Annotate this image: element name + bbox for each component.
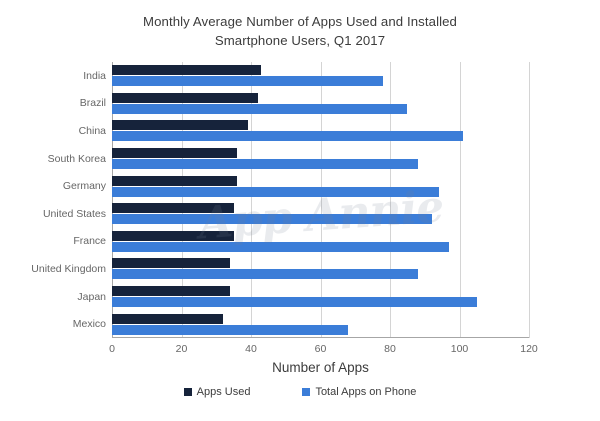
x-axis-title: Number of Apps (272, 360, 369, 375)
x-tick-label: 100 (450, 343, 469, 355)
legend-item-total-apps[interactable]: Total Apps on Phone (302, 386, 416, 398)
bar-apps-used[interactable] (112, 313, 224, 324)
bar-apps-used[interactable] (112, 203, 234, 214)
gridline-100 (459, 62, 461, 338)
bar-group (112, 90, 529, 118)
y-axis-label-india: India (83, 69, 106, 82)
x-tick-label: 120 (520, 343, 538, 355)
bar-total-apps[interactable] (112, 159, 418, 170)
bar-apps-used[interactable] (112, 92, 258, 103)
chart-legend: Apps Used Total Apps on Phone (0, 386, 600, 398)
x-tick-label: 60 (314, 343, 327, 355)
y-axis-line (112, 62, 113, 338)
chart-title-line-1: Monthly Average Number of Apps Used and … (142, 14, 457, 29)
bar-total-apps[interactable] (112, 103, 408, 114)
x-tick-label: 20 (175, 343, 188, 355)
bar-total-apps[interactable] (112, 214, 432, 225)
bar-group (112, 228, 529, 256)
bar-apps-used[interactable] (112, 65, 262, 76)
legend-label: Apps Used (196, 386, 251, 398)
y-axis-label-united-kingdom: United Kingdom (31, 263, 106, 275)
bar-group (112, 283, 529, 311)
y-axis-label-china: China (78, 125, 106, 137)
legend-swatch-icon (302, 388, 311, 396)
bar-total-apps[interactable] (112, 241, 450, 252)
plot-area: App Annie (112, 62, 530, 338)
legend-label: Total Apps on Phone (315, 386, 417, 398)
gridline-80 (390, 62, 391, 338)
bar-apps-used[interactable] (112, 148, 238, 159)
gridline-60 (320, 62, 322, 338)
bar-group (112, 117, 529, 145)
bar-group (112, 62, 529, 90)
y-axis-label-mexico: Mexico (72, 318, 106, 331)
gridline-120 (529, 62, 530, 338)
bar-group (112, 145, 529, 173)
bar-group (112, 255, 529, 283)
bar-total-apps[interactable] (112, 131, 463, 142)
bar-total-apps[interactable] (112, 76, 384, 87)
gridline-40 (251, 62, 252, 338)
chart-title: Monthly Average Number of Apps Used and … (0, 12, 600, 50)
y-axis-label-brazil: Brazil (79, 97, 106, 110)
bar-apps-used[interactable] (112, 258, 231, 269)
gridline-20 (181, 62, 183, 338)
y-axis-label-united-states: United States (42, 207, 106, 220)
bar-total-apps[interactable] (112, 186, 439, 197)
bar-apps-used[interactable] (112, 286, 231, 297)
x-tick-label: 0 (109, 343, 115, 355)
y-axis-label-south-korea: South Korea (47, 152, 106, 165)
bar-group (112, 172, 529, 200)
bar-apps-used[interactable] (112, 230, 234, 241)
bar-apps-used[interactable] (112, 120, 248, 131)
bar-rows (112, 62, 529, 338)
bar-total-apps[interactable] (112, 269, 418, 280)
x-axis-tick-labels: 0 20 40 60 80 100 120 (109, 342, 538, 358)
chart-title-line-2: Smartphone Users, Q1 2017 (214, 33, 386, 48)
legend-swatch-icon (183, 388, 192, 396)
y-axis-label-france: France (73, 235, 106, 248)
bar-apps-used[interactable] (112, 175, 238, 186)
y-axis-labels: India Brazil China South Korea Germany United… (0, 62, 106, 338)
bar-group (112, 310, 529, 338)
x-tick-label: 80 (384, 343, 396, 355)
bar-total-apps[interactable] (112, 324, 349, 335)
legend-item-apps-used[interactable]: Apps Used (183, 386, 251, 398)
bar-group (112, 200, 529, 228)
y-axis-label-japan: Japan (77, 290, 106, 303)
x-axis-line (112, 337, 529, 338)
bar-total-apps[interactable] (112, 297, 477, 308)
x-tick-label: 40 (245, 343, 257, 355)
y-axis-label-germany: Germany (62, 180, 106, 193)
